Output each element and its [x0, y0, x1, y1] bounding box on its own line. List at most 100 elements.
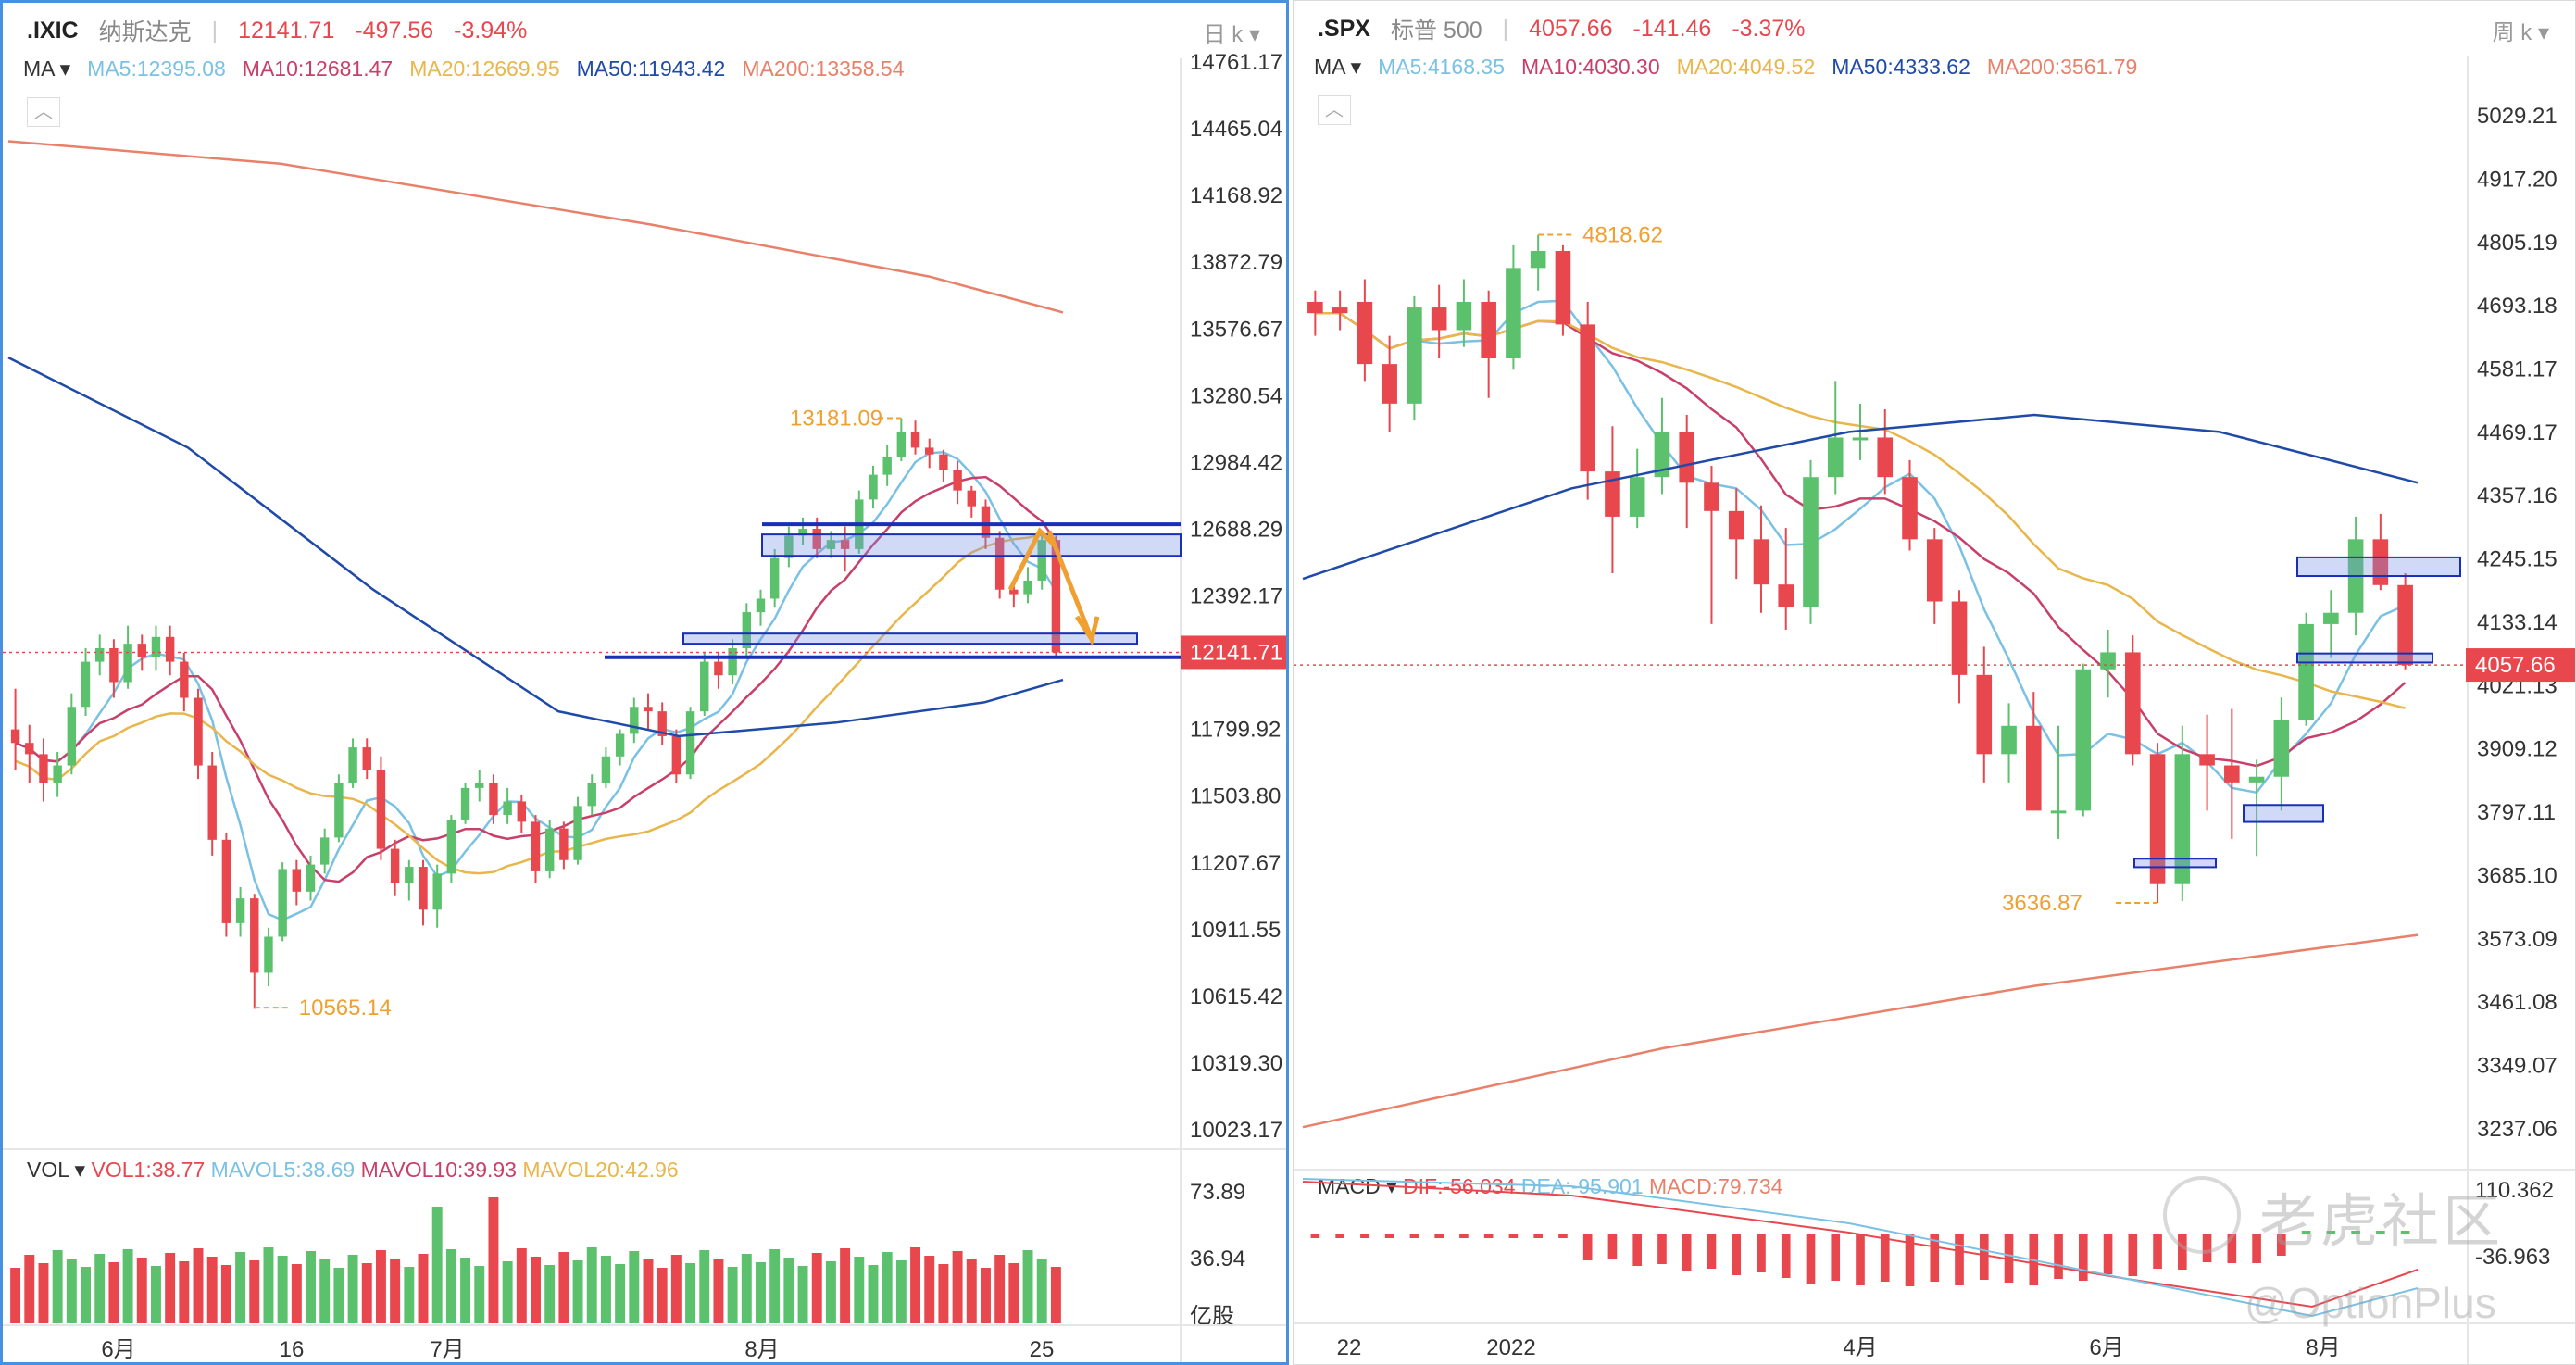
macd-bar	[2078, 1234, 2088, 1281]
spx-chart-panel[interactable]: .SPX 标普 500 | 4057.66 -141.46 -3.37% 周 k…	[1293, 0, 2576, 1365]
y-tick-label: 14168.92	[1190, 183, 1282, 208]
candle-body	[2125, 652, 2141, 755]
support-zone	[2133, 858, 2217, 869]
macd-bar	[2103, 1234, 2113, 1274]
macd-bar	[1409, 1234, 1419, 1238]
macd-bar	[1335, 1234, 1344, 1238]
candle-body	[630, 707, 639, 734]
candle-body	[1951, 601, 1968, 675]
left-period-select[interactable]: 日 k ▾	[1204, 16, 1260, 48]
nasdaq-chart-panel[interactable]: .IXIC 纳斯达克 | 12141.71 -497.56 -3.94% 日 k…	[0, 0, 1289, 1365]
x-tick-label: 22	[1337, 1335, 1362, 1360]
candle-body	[657, 711, 667, 736]
macd-bar	[2351, 1231, 2360, 1234]
last-price-tag-label: 4057.66	[2475, 653, 2556, 678]
volume-bar	[516, 1248, 527, 1323]
volume-bar	[938, 1264, 949, 1323]
macd-bar	[2400, 1231, 2410, 1234]
candle-body	[587, 783, 596, 807]
candle-body	[2050, 810, 2067, 814]
volume-bar	[418, 1254, 429, 1323]
macd-bar	[1781, 1234, 1791, 1278]
right-change: -141.46	[1632, 15, 1712, 42]
x-tick-label: 4月	[1843, 1335, 1877, 1360]
watermark-text: 老虎社区	[2259, 1190, 2505, 1254]
candle-body	[517, 801, 527, 822]
candle-body	[1926, 539, 1943, 602]
volume-bar	[756, 1262, 766, 1323]
volume-bar	[249, 1260, 260, 1323]
volume-bar	[431, 1207, 443, 1323]
candle-body	[503, 801, 512, 816]
candle-body	[39, 754, 48, 784]
y-tick-label: 4581.17	[2477, 357, 2557, 382]
macd-bar	[1360, 1234, 1369, 1238]
y-tick-label: 3909.12	[2477, 737, 2557, 762]
volume-bar	[81, 1267, 91, 1323]
candle-body	[1976, 674, 1993, 755]
volume-bar	[629, 1251, 640, 1323]
candle-body	[292, 869, 302, 892]
volume-bar	[390, 1259, 401, 1323]
candle-body	[109, 647, 119, 682]
y-tick-label: 13576.67	[1190, 317, 1282, 342]
collapse-up-icon[interactable]: ︿	[27, 97, 60, 127]
volume-bar	[235, 1252, 246, 1323]
x-tick-label: 25	[1030, 1337, 1055, 1362]
left-ma-legend-item: MA20:12669.95	[409, 56, 560, 81]
volume-bar	[333, 1268, 344, 1323]
volume-bar	[994, 1255, 1006, 1323]
candle-body	[1654, 432, 1670, 478]
candle-body	[1704, 482, 1719, 511]
volume-bar	[952, 1251, 963, 1323]
nasdaq-svg: 14761.17 14465.04 14168.92 13872.79 13576.67…	[3, 50, 1286, 1362]
candle-body	[714, 661, 723, 676]
left-ma-indicator-select[interactable]: MA ▾	[23, 56, 71, 81]
macd-bar	[2128, 1234, 2138, 1276]
candle-body	[531, 821, 541, 871]
candle-body	[826, 540, 836, 549]
macd-bar	[1806, 1234, 1816, 1284]
right-ma-indicator-select[interactable]: MA ▾	[1314, 55, 1362, 79]
volume-bar	[643, 1259, 654, 1323]
right-period-select[interactable]: 周 k ▾	[2493, 14, 2549, 46]
x-tick-label: 6月	[2089, 1335, 2123, 1360]
candle-body	[390, 848, 400, 883]
macd-bar	[2277, 1234, 2286, 1256]
volume-bar	[840, 1248, 851, 1323]
y-tick-label: 13280.54	[1190, 383, 1282, 408]
volume-bar	[319, 1259, 331, 1323]
volume-bar	[220, 1265, 231, 1323]
volume-bar	[924, 1256, 935, 1323]
candle-body	[405, 867, 414, 883]
candle-body	[419, 867, 428, 910]
macd-bar	[1707, 1234, 1717, 1269]
y-tick-label: 4693.18	[2477, 294, 2557, 319]
candle-body	[1431, 307, 1447, 331]
volume-bar	[445, 1249, 456, 1323]
candle-body	[869, 474, 878, 500]
volume-bar	[488, 1197, 499, 1323]
candle-body	[235, 898, 245, 923]
candle-body	[446, 819, 456, 874]
volume-bar	[713, 1259, 724, 1323]
collapse-up-icon[interactable]: ︿	[1318, 95, 1351, 125]
volume-bar	[502, 1261, 513, 1323]
y-tick-label: 5029.21	[2477, 104, 2557, 129]
vol-tick-label: 36.94	[1190, 1246, 1245, 1271]
candle-body	[798, 529, 807, 536]
macd-bar	[1434, 1234, 1444, 1238]
candle-body	[1037, 540, 1046, 581]
candle-body	[1456, 301, 1472, 331]
y-tick-label: 11503.80	[1190, 784, 1281, 809]
candle-body	[1009, 589, 1019, 595]
y-tick-label: 4133.14	[2477, 610, 2557, 635]
macd-bar	[1533, 1234, 1543, 1238]
macd-tick-label: 110.362	[2475, 1178, 2554, 1203]
macd-bar	[1682, 1234, 1692, 1271]
volume-bar	[1036, 1259, 1047, 1323]
macd-bar	[1880, 1234, 1890, 1282]
macd-bar	[1856, 1234, 1865, 1285]
y-tick-label: 3797.11	[2477, 800, 2556, 825]
volume-legend: VOL ▾ VOL1:38.77 MAVOL5:38.69 MAVOL10:39…	[27, 1158, 679, 1182]
